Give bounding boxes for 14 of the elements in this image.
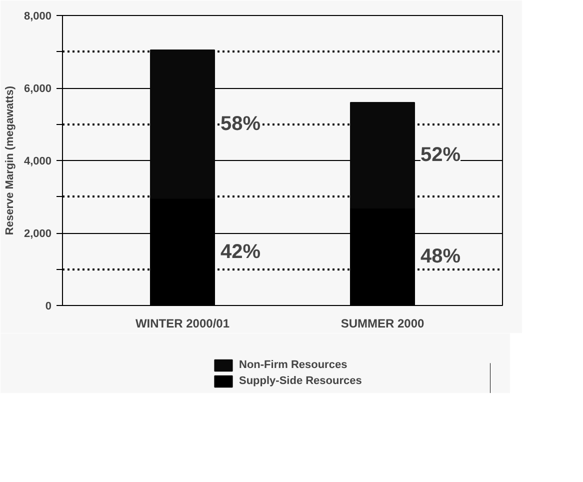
y-tick-label: 8,000 [24, 10, 52, 22]
annotation: 42% [220, 240, 261, 263]
legend-label: Supply-Side Resources [239, 375, 362, 387]
y-tick-label: 6,000 [24, 83, 52, 95]
y-tick-label: 2,000 [24, 228, 52, 240]
y-tick-label: 4,000 [24, 156, 52, 168]
x-tick-label: SUMMER 2000 [340, 316, 425, 330]
annotation: 48% [420, 246, 461, 268]
y-axis-title: Reserve Margin (megawatts) [4, 86, 16, 236]
legend-label: Non-Firm Resources [239, 359, 348, 371]
annotation: 58% [220, 113, 261, 136]
y-tick-label: 0 [45, 300, 52, 312]
annotation: 52% [420, 144, 461, 166]
x-tick-label: WINTER 2000/01 [135, 316, 230, 330]
